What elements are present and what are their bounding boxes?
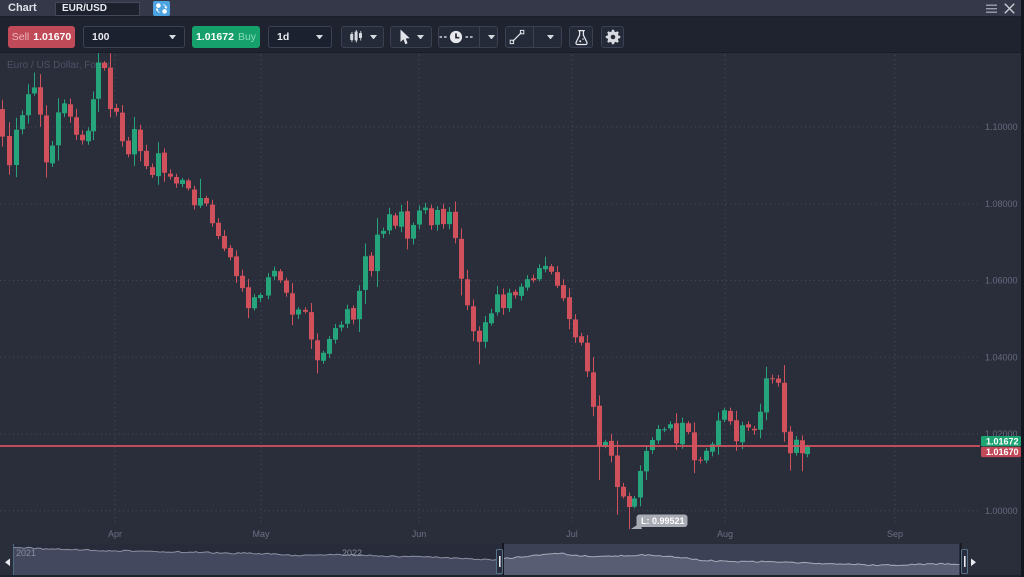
svg-text:Jun: Jun	[412, 529, 427, 539]
svg-text:Aug: Aug	[717, 529, 733, 539]
svg-text:Jul: Jul	[566, 529, 578, 539]
svg-text:Apr: Apr	[108, 529, 122, 539]
svg-text:L: 0.99521: L: 0.99521	[641, 516, 685, 526]
svg-text:1.08000: 1.08000	[985, 199, 1018, 209]
svg-text:Sep: Sep	[887, 529, 903, 539]
svg-text:1.00000: 1.00000	[985, 506, 1018, 516]
svg-text:2022: 2022	[342, 548, 362, 558]
svg-text:1.01672: 1.01672	[986, 436, 1019, 446]
svg-text:1.10000: 1.10000	[985, 122, 1018, 132]
svg-text:1.02000: 1.02000	[985, 429, 1018, 439]
svg-text:1.04000: 1.04000	[985, 352, 1018, 362]
svg-text:Euro / US Dollar, Forex: Euro / US Dollar, Forex	[7, 60, 110, 71]
svg-text:May: May	[252, 529, 270, 539]
svg-text:1.01670: 1.01670	[986, 447, 1019, 457]
svg-text:2021: 2021	[16, 548, 36, 558]
svg-text:1.06000: 1.06000	[985, 276, 1018, 286]
